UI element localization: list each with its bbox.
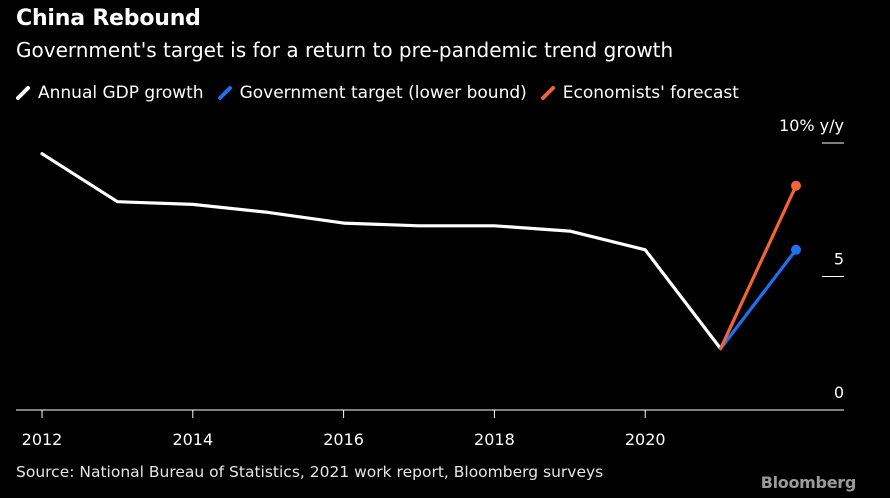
legend-swatch-blue-icon — [217, 86, 232, 100]
x-tick-label-2018: 2018 — [474, 430, 515, 449]
chart-subtitle: Government's target is for a return to p… — [16, 38, 674, 62]
y-tick-label-5: 5 — [834, 250, 844, 269]
axis-layer: 2012 2014 2016 2018 2020 10% y/y 5 0 — [16, 116, 844, 449]
series-line-1 — [718, 248, 798, 351]
x-tick-label-2020: 2020 — [625, 430, 666, 449]
bloomberg-logo: Bloomberg — [760, 473, 857, 492]
series-1-point-2022 — [791, 244, 801, 255]
y-tick-label-0: 0 — [834, 383, 844, 402]
source-note: Source: National Bureau of Statistics, 2… — [16, 463, 604, 481]
legend-label-forecast: Economists' forecast — [562, 83, 739, 103]
series-2-point-2022 — [791, 180, 801, 191]
x-tick-label-2014: 2014 — [172, 430, 213, 449]
legend-item-target: Government target (lower bound) — [217, 83, 527, 103]
series-line-2 — [718, 184, 798, 351]
legend-swatch-orange-icon — [540, 86, 555, 100]
chart-title: China Rebound — [16, 6, 201, 31]
legend-label-target: Government target (lower bound) — [239, 83, 527, 103]
legend-label-gdp: Annual GDP growth — [38, 83, 204, 103]
series-layer — [40, 152, 801, 351]
x-tick-label-2016: 2016 — [323, 430, 364, 449]
legend: Annual GDP growth Government target (low… — [16, 83, 753, 103]
legend-item-gdp: Annual GDP growth — [16, 83, 204, 103]
y-tick-label-10: 10% y/y — [779, 116, 844, 135]
series-line-0 — [40, 152, 723, 351]
legend-item-forecast: Economists' forecast — [540, 83, 739, 103]
x-tick-label-2012: 2012 — [22, 430, 63, 449]
legend-swatch-white-icon — [16, 86, 30, 100]
